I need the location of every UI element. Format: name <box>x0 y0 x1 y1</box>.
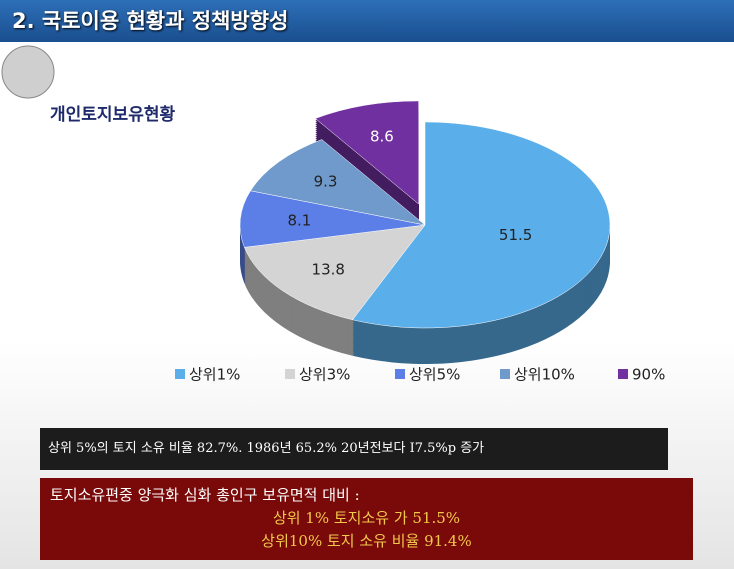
data-label: 8.6 <box>370 127 394 145</box>
slice <box>250 139 426 226</box>
summary-line: 토지소유편중 양극화 심화 총인구 보유면적 대비 : <box>50 486 360 504</box>
summary-line: 상위10% 토지 소유 비율 91.4% <box>261 532 472 550</box>
data-label: 13.8 <box>312 260 345 278</box>
legend-label: 상위5% <box>409 366 460 384</box>
legend-swatch <box>500 369 510 379</box>
legend-swatch <box>175 369 185 379</box>
chart: 51.5 13.8 8.1 9.3 8.6 상위1% 상위3% 상위5% 상위10% 90% <box>1 45 665 384</box>
data-label: 9.3 <box>314 173 338 191</box>
slice <box>352 121 611 329</box>
legend-label: 상위1% <box>189 366 240 384</box>
summary-box: 토지소유편중 양극화 심화 총인구 보유면적 대비 : 상위 1% 토지소유 가… <box>40 478 693 560</box>
legend-swatch <box>618 369 628 379</box>
legend-label: 상위3% <box>299 366 350 384</box>
legend-label: 상위10% <box>514 366 575 384</box>
slice <box>239 190 426 248</box>
note-box: 상위 5%의 토지 소유 비율 82.7%. 1986년 65.2% 20년전보… <box>40 428 668 470</box>
summary-line: 상위 1% 토지소유 가 51.5% <box>272 509 461 527</box>
chart-title: 개인토지보유현황 <box>50 105 176 125</box>
legend-label: 90% <box>632 366 665 384</box>
legend-swatch <box>395 369 405 379</box>
data-label: 8.1 <box>287 211 311 229</box>
legend-swatch <box>285 369 295 379</box>
slice <box>244 224 426 321</box>
slide-title: 2. 국토이용 현황과 정책방향성 <box>0 0 734 42</box>
slice <box>314 100 419 205</box>
logo <box>1 45 55 99</box>
data-label: 51.5 <box>499 226 532 244</box>
